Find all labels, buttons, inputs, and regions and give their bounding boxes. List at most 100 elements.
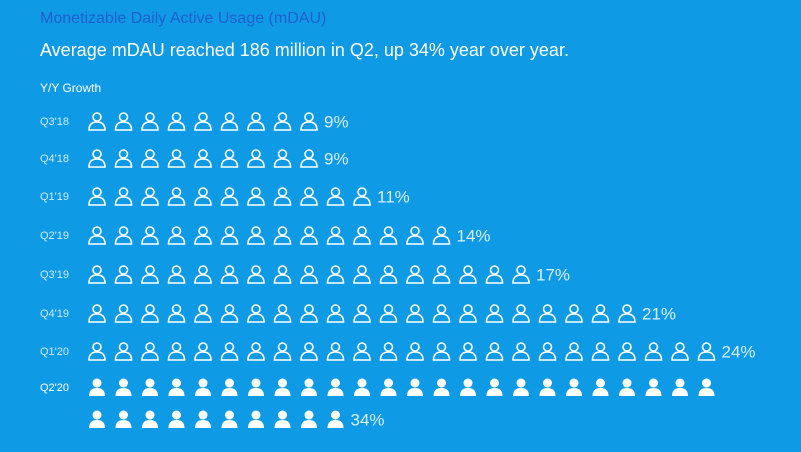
person-head [118, 149, 129, 159]
person-body [406, 313, 424, 323]
person-body [353, 351, 371, 361]
person-body [432, 235, 451, 245]
pictograph-row [88, 187, 371, 206]
person-head [675, 342, 685, 352]
chart-subtitle: Average mDAU reached 186 million in Q2, … [40, 40, 569, 60]
person-body [167, 274, 186, 284]
person-body [220, 196, 239, 206]
person-body [300, 196, 318, 206]
person-body [194, 235, 212, 245]
person-body [327, 420, 344, 428]
person-body [618, 351, 636, 361]
person-head [118, 226, 129, 236]
person-head [304, 304, 314, 314]
person-head [357, 187, 367, 197]
value-label: 9% [324, 112, 349, 131]
person-head [92, 149, 102, 159]
person-body [327, 388, 344, 396]
value-label: 9% [324, 149, 349, 168]
person-body [432, 351, 451, 361]
person-head [277, 342, 288, 352]
person-body [194, 313, 212, 323]
person-body [220, 274, 239, 284]
person-body [406, 235, 424, 245]
person-body [353, 196, 371, 206]
person-head [198, 149, 208, 159]
person-body [326, 235, 345, 245]
person-head [304, 187, 314, 197]
person-body [300, 121, 318, 131]
person-head [198, 226, 208, 236]
person-head [171, 265, 182, 275]
person-body [274, 388, 291, 396]
person-head [172, 410, 181, 420]
person-body [88, 274, 106, 284]
person-head [145, 187, 155, 197]
person-head [198, 112, 208, 122]
person-head [489, 265, 500, 275]
pictograph-row [88, 304, 636, 323]
person-head [357, 265, 367, 275]
person-head [251, 304, 261, 314]
person-body [194, 121, 212, 131]
person-body [220, 313, 239, 323]
person-head [622, 378, 632, 388]
value-label: 17% [536, 265, 570, 284]
person-head [384, 378, 393, 388]
person-head [198, 378, 208, 388]
person-body [300, 158, 318, 168]
person-body [141, 313, 159, 323]
person-head [224, 187, 235, 197]
person-body [195, 388, 211, 396]
person-head [277, 265, 288, 275]
person-head [277, 187, 288, 197]
person-body [220, 158, 239, 168]
person-head [172, 378, 181, 388]
person-head [330, 226, 341, 236]
person-head [463, 265, 473, 275]
category-label: Q4'19 [40, 308, 69, 320]
person-head [92, 342, 102, 352]
person-body [194, 196, 212, 206]
person-head [225, 410, 234, 420]
person-head [357, 226, 367, 236]
person-head [490, 378, 499, 388]
person-body [619, 388, 635, 396]
person-head [278, 410, 287, 420]
person-head [569, 304, 579, 314]
person-body [380, 388, 397, 396]
category-label: Q3'18 [40, 116, 69, 128]
person-head [516, 304, 526, 314]
person-body [591, 313, 610, 323]
person-body [220, 121, 239, 131]
category-label: Q2'19 [40, 230, 69, 242]
person-body [88, 313, 106, 323]
person-head [675, 378, 685, 388]
person-head [383, 342, 394, 352]
person-body [512, 313, 530, 323]
person-head [357, 342, 367, 352]
person-head [304, 112, 314, 122]
person-head [145, 265, 155, 275]
person-body [273, 196, 292, 206]
axis-label: Y/Y Growth [40, 81, 101, 95]
pictograph-row [88, 226, 451, 245]
person-head [198, 342, 208, 352]
person-body [379, 274, 398, 284]
person-body [88, 235, 106, 245]
person-body [300, 235, 318, 245]
person-head [436, 265, 447, 275]
person-body [115, 420, 132, 428]
person-head [92, 226, 102, 236]
person-body [220, 235, 239, 245]
person-body [432, 313, 451, 323]
person-body [168, 388, 185, 396]
person-body [406, 274, 424, 284]
person-head [383, 304, 394, 314]
person-body [141, 158, 159, 168]
person-head [304, 265, 314, 275]
person-body [618, 313, 636, 323]
person-head [224, 149, 235, 159]
person-body [167, 351, 186, 361]
